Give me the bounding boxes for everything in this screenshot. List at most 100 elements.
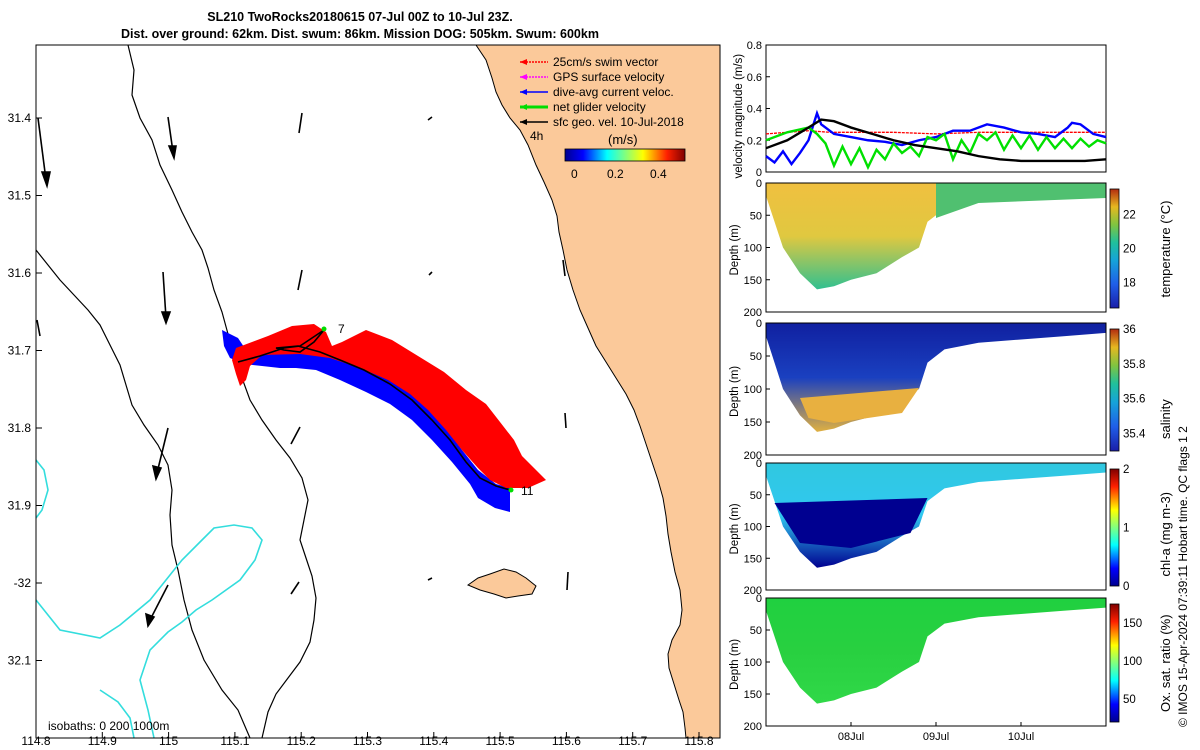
legend-duration: 4h [530,129,543,143]
x-tick-label: 114.9 [88,734,117,748]
y-tick-label: 31.9 [8,499,32,513]
colorbar-label: Ox. sat. ratio (%) [1158,614,1173,712]
map-frame [35,44,721,739]
colorbar-tick-label: 0 [1123,581,1129,593]
current-arrow [36,319,41,337]
current-arrow [37,117,47,181]
heatmap-panel-chl: 0 50 100 150 200 Depth (m) 0 1 2 chl-a (mg m-3) [729,458,1173,597]
legend-label: GPS surface velocity [553,70,664,84]
current-arrow [564,412,567,429]
velocity-series-2 [765,126,1107,171]
isobath-200m [127,44,317,739]
credit-text: © IMOS 15-Apr-2024 07:39:11 Hobart time.… [1176,426,1190,727]
velocity-series-1 [765,109,1107,167]
current-arrow [428,271,433,276]
chart-subtitle: Dist. over ground: 62km. Dist. swum: 86k… [121,27,599,41]
map-colorbar [564,148,686,162]
current-arrow [290,426,301,445]
depth-tick-label: 200 [744,450,762,462]
depth-label: Depth (m) [729,224,741,275]
depth-tick-label: 50 [750,625,762,637]
isobath-1000m [35,249,251,739]
x-tick-label: 115.6 [552,734,581,748]
isobath-cyan-1 [35,459,49,519]
velocity-plot-frame [765,44,1107,173]
current-arrow [162,271,167,319]
heatmap-low-chl [774,498,928,548]
colorbar-tick-label: 18 [1123,278,1136,290]
x-tick-label: 115.5 [486,734,515,748]
depth-label: Depth (m) [729,366,741,417]
current-arrow-head [151,464,163,482]
x-tick-label: 114.8 [21,734,50,748]
velocity-y-tick-label: 0 [756,167,762,179]
depth-tick-label: 200 [744,585,762,597]
heatmap-colorbar [1109,603,1120,723]
velocity-y-tick-label: 0.8 [747,40,762,52]
legend-arrowhead [520,74,527,80]
legend-arrowhead [520,119,527,125]
track-label-start: 7 [338,322,345,336]
colorbar-label: salinity [1158,399,1173,439]
depth-tick-label: 100 [744,243,762,255]
current-arrow [427,577,433,581]
x-tick-label: 115 [159,734,178,748]
depth-tick-label: 0 [756,593,762,605]
heatmap-panel-oxy: 0 50 100 150 200 Depth (m) 50 100 150 Ox. sat. ra… [729,593,1173,733]
velocity-y-tick-label: 0.2 [747,135,762,147]
legend-label: 25cm/s swim vector [553,55,658,69]
colorbar-tick-label: 150 [1123,618,1142,630]
current-arrow [297,269,303,291]
x-tick-label: 115.2 [287,734,316,748]
isobath-cyan-3 [99,689,135,739]
track-label-end: 11 [521,484,534,498]
depth-tick-label: 100 [744,657,762,669]
depth-tick-label: 50 [750,210,762,222]
glider-track [237,329,511,491]
current-arrow-head [167,145,177,161]
depth-label: Depth (m) [729,639,741,690]
current-arrow-head [144,612,156,629]
current-arrow [427,116,433,121]
colorbar-tick-label: 100 [1123,656,1142,668]
y-tick-label: 32.1 [8,654,32,668]
heatmap-panel-sal: 0 50 100 150 200 Depth (m) 35.4 35.6 35.8 36 salin… [729,318,1173,462]
heatmap-panel-temp: 0 50 100 150 200 Depth (m) 18 20 22 temperature (… [729,178,1173,319]
legend-label: net glider velocity [553,100,646,114]
depth-tick-label: 100 [744,384,762,396]
colorbar-tick: 0.2 [607,167,624,181]
time-tick-label: 09Jul [923,731,949,743]
legend-arrowhead [520,59,527,65]
current-arrow [149,584,169,621]
isobath-note: isobaths: 0 200 1000m [48,719,169,733]
y-tick-label: 31.5 [8,189,32,203]
land-mass [475,44,721,739]
y-tick-label: 31.4 [8,111,32,125]
depth-tick-label: 150 [744,275,762,287]
y-tick-label: 31.8 [8,421,32,435]
x-tick-label: 115.3 [353,734,382,748]
current-arrow [298,112,303,134]
depth-label: Depth (m) [729,503,741,554]
velocity-y-tick-label: 0.4 [747,104,762,116]
colorbar-tick-label: 22 [1123,210,1136,222]
depth-tick-label: 0 [756,458,762,470]
current-arrows [36,112,569,629]
velocity-series-3 [765,118,1107,163]
heatmap-colorbar [1109,188,1120,309]
current-vector-band [222,330,510,512]
legend-label: dive-avg current veloc. [553,85,674,99]
velocity-y-tick-label: 0.6 [747,72,762,84]
velocity-y-label: velocity magnitude (m/s) [733,54,745,179]
depth-tick-label: 50 [750,351,762,363]
time-tick-label: 08Jul [838,731,864,743]
heatmap-colorbar [1109,468,1120,587]
colorbar-tick-label: 2 [1123,464,1129,476]
chart-title: SL210 TwoRocks20180615 07-Jul 00Z to 10-… [207,10,513,24]
current-arrow [566,571,569,591]
colorbar-tick-label: 35.6 [1123,394,1145,406]
x-tick-label: 115.8 [684,734,713,748]
colorbar-tick-label: 50 [1123,694,1136,706]
depth-tick-label: 150 [744,689,762,701]
